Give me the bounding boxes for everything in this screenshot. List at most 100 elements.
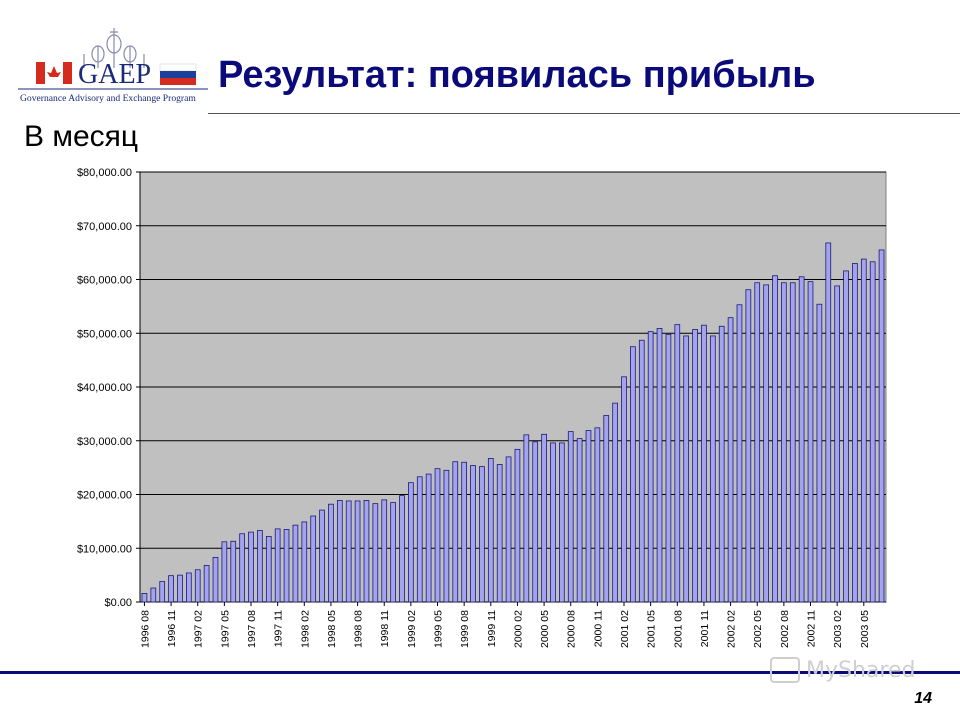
bar [772, 275, 778, 603]
bar [692, 329, 698, 603]
bar [301, 521, 308, 603]
x-tick-label: 2002 08 [779, 610, 791, 648]
logo-text: GAEP [78, 59, 151, 90]
bar [647, 331, 654, 603]
x-tick-label: 1998 05 [326, 610, 338, 648]
x-tick-label: 1999 08 [459, 610, 471, 648]
bar [443, 469, 450, 603]
bar [656, 328, 663, 603]
bar [745, 289, 752, 603]
bar [701, 324, 707, 603]
watermark-text: MyShared [806, 657, 916, 683]
bar [319, 509, 325, 603]
bar [825, 242, 832, 603]
bar [550, 442, 556, 603]
bar [789, 282, 796, 603]
bar [274, 528, 281, 603]
bar [878, 249, 885, 603]
y-tick-label: $10,000.00 [77, 543, 132, 555]
x-tick-label: 1999 05 [433, 610, 445, 648]
bar [514, 448, 521, 603]
bar [834, 285, 840, 603]
bar [328, 503, 334, 603]
y-tick-label: $30,000.00 [77, 436, 132, 448]
x-tick-label: 2002 02 [726, 610, 738, 648]
x-tick-label: 1997 02 [193, 610, 205, 648]
x-tick-label: 1997 08 [246, 610, 258, 648]
bar [470, 465, 476, 603]
bar [230, 540, 237, 603]
russia-flag-icon [159, 63, 197, 85]
bar [434, 468, 441, 603]
canada-flag-icon [36, 62, 72, 84]
slide-subtitle: В месяц [24, 120, 139, 153]
bar [159, 581, 166, 603]
bar [381, 499, 388, 603]
cathedral-outline [83, 28, 145, 68]
bar [781, 282, 787, 603]
bar [727, 317, 734, 603]
bar [479, 466, 485, 603]
bar [638, 339, 645, 603]
x-tick-label: 1997 05 [219, 610, 231, 648]
page-number: 14 [914, 690, 932, 707]
bar [807, 281, 814, 603]
gaep-logo: GAEP Governance Advisory and Exchange Pr… [18, 28, 208, 104]
footer-divider [0, 671, 960, 674]
x-tick-label: 1999 11 [486, 610, 498, 647]
y-tick-label: $20,000.00 [77, 490, 132, 502]
x-tick-label: 2000 02 [512, 610, 524, 648]
bar [248, 531, 254, 603]
x-tick-label: 2003 02 [832, 610, 844, 648]
bar [399, 495, 405, 603]
bar [798, 276, 805, 603]
slide-title: Результат: появилась прибыль [218, 54, 816, 96]
x-tick-label: 2001 11 [699, 610, 711, 647]
bar [416, 476, 423, 603]
bar [186, 572, 192, 603]
bar [257, 530, 263, 603]
bar [763, 284, 769, 603]
x-tick-label: 1998 11 [379, 610, 391, 647]
bar [665, 333, 672, 603]
y-tick-label: $80,000.00 [77, 167, 132, 179]
bar [141, 592, 148, 603]
x-tick-label: 2001 05 [646, 610, 658, 648]
x-tick-label: 1999 02 [406, 610, 418, 648]
y-tick-label: $40,000.00 [77, 382, 132, 394]
bar [425, 473, 432, 603]
bar [559, 442, 565, 603]
x-tick-label: 2000 11 [592, 610, 604, 647]
x-tick-label: 2003 05 [859, 610, 871, 648]
bar [283, 529, 290, 603]
bar [603, 415, 610, 603]
bar [683, 335, 690, 603]
bar [630, 346, 636, 603]
bar [709, 335, 716, 603]
logo-caption: Governance Advisory and Exchange Program [20, 93, 196, 104]
x-tick-label: 2002 05 [752, 610, 764, 648]
bar [336, 500, 343, 603]
bar [718, 325, 725, 603]
x-tick-label: 2000 08 [566, 610, 578, 648]
x-tick-label: 1996 11 [166, 610, 178, 647]
x-tick-label: 1997 11 [273, 610, 285, 647]
bar [194, 569, 201, 603]
watermark: MyShared [770, 657, 915, 683]
bar [390, 502, 396, 603]
bar [354, 500, 361, 603]
bar [585, 430, 592, 603]
y-tick-label: $60,000.00 [77, 275, 132, 287]
x-tick-label: 2002 11 [806, 610, 818, 647]
bar [461, 461, 467, 603]
bar [168, 575, 174, 603]
y-tick-label: $50,000.00 [77, 328, 132, 340]
bar [621, 376, 627, 603]
bar [576, 438, 583, 603]
bar [736, 304, 743, 603]
bar [860, 258, 867, 603]
bar [203, 565, 210, 603]
bar [541, 433, 547, 603]
bar [221, 541, 228, 603]
bar [816, 303, 823, 603]
